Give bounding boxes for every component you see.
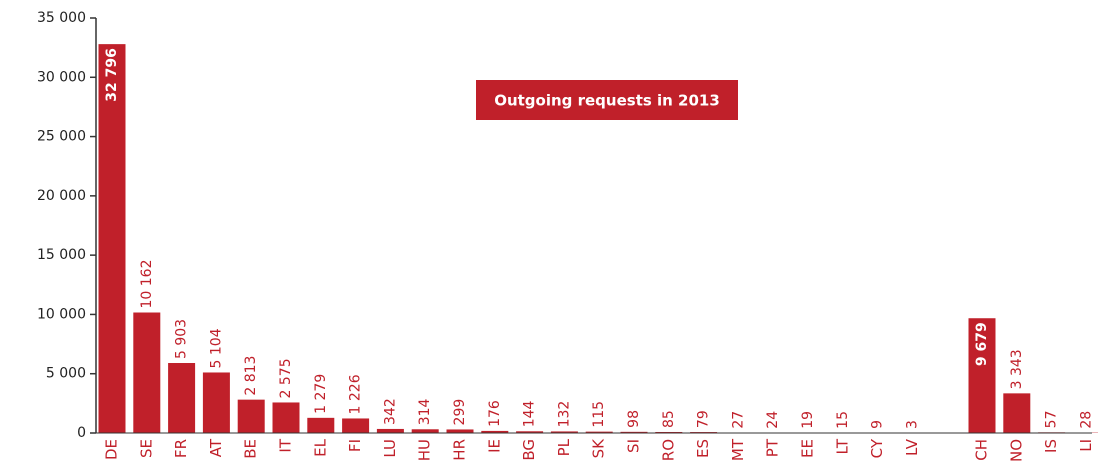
bar bbox=[307, 417, 335, 433]
x-tick-label: LI bbox=[1077, 439, 1095, 452]
x-tick-label: CH bbox=[973, 439, 991, 461]
bar bbox=[411, 429, 439, 433]
y-tick-label: 20 000 bbox=[37, 188, 86, 204]
x-tick-label: RO bbox=[659, 439, 677, 461]
value-label: 342 bbox=[382, 398, 398, 425]
value-label: 57 bbox=[1044, 410, 1060, 428]
value-label: 132 bbox=[556, 401, 572, 428]
bar bbox=[516, 431, 544, 433]
value-label: 9 679 bbox=[974, 322, 990, 366]
bar bbox=[202, 372, 230, 433]
value-label: 10 162 bbox=[139, 260, 155, 309]
title-box bbox=[476, 80, 738, 120]
value-label: 2 813 bbox=[243, 356, 259, 396]
x-tick-label: MT bbox=[729, 438, 747, 461]
x-tick-label: FR bbox=[172, 439, 190, 458]
value-label: 98 bbox=[626, 410, 642, 428]
x-tick-label: HR bbox=[451, 439, 469, 461]
value-label: 176 bbox=[487, 400, 503, 427]
x-tick-label: AT bbox=[207, 438, 225, 457]
bar bbox=[655, 431, 683, 433]
x-tick-label: LT bbox=[833, 438, 851, 454]
bar bbox=[342, 418, 370, 433]
value-label: 3 bbox=[904, 420, 920, 429]
bar bbox=[968, 318, 996, 433]
value-label: 314 bbox=[417, 398, 433, 425]
x-tick-label: HU bbox=[416, 439, 434, 461]
bar bbox=[272, 402, 300, 433]
x-tick-label: PT bbox=[764, 438, 782, 457]
value-label: 32 796 bbox=[104, 48, 120, 102]
x-tick-label: SK bbox=[590, 438, 608, 459]
value-label: 2 575 bbox=[278, 358, 294, 398]
y-tick-label: 30 000 bbox=[37, 69, 86, 85]
x-tick-label: SE bbox=[137, 439, 155, 458]
value-label: 1 226 bbox=[348, 374, 364, 414]
x-tick-label: EL bbox=[311, 438, 329, 456]
x-tick-label: NO bbox=[1007, 439, 1025, 462]
x-tick-label: PL bbox=[555, 438, 573, 456]
x-tick-label: LU bbox=[381, 439, 399, 458]
x-tick-label: EE bbox=[799, 439, 817, 458]
bar bbox=[98, 44, 126, 433]
bar bbox=[620, 431, 648, 433]
bar bbox=[585, 431, 613, 433]
x-tick-label: CY bbox=[868, 438, 886, 458]
y-tick-label: 5 000 bbox=[46, 366, 86, 382]
x-tick-label: BG bbox=[520, 439, 538, 461]
bar bbox=[1003, 393, 1031, 433]
value-label: 9 bbox=[870, 420, 886, 429]
value-label: 3 343 bbox=[1009, 349, 1025, 389]
value-label: 27 bbox=[730, 411, 746, 429]
value-label: 19 bbox=[800, 411, 816, 429]
x-tick-label: SI bbox=[625, 439, 643, 453]
y-tick-label: 10 000 bbox=[37, 306, 86, 322]
chart-title: Outgoing requests in 2013 bbox=[494, 92, 720, 110]
x-tick-label: IS bbox=[1042, 439, 1060, 453]
value-label: 115 bbox=[591, 401, 607, 428]
value-label: 5 104 bbox=[208, 328, 224, 368]
x-tick-label: LV bbox=[903, 438, 921, 456]
value-label: 79 bbox=[696, 410, 712, 428]
x-tick-label: IT bbox=[277, 438, 295, 452]
y-tick-label: 0 bbox=[77, 425, 86, 441]
x-tick-label: DE bbox=[103, 439, 121, 460]
value-label: 15 bbox=[835, 411, 851, 429]
bar bbox=[237, 399, 265, 433]
value-label: 1 279 bbox=[313, 374, 329, 414]
bar bbox=[376, 428, 404, 433]
value-label: 144 bbox=[522, 400, 538, 427]
value-label: 299 bbox=[452, 399, 468, 426]
y-tick-label: 25 000 bbox=[37, 129, 86, 145]
x-tick-label: ES bbox=[694, 439, 712, 458]
x-tick-label: IE bbox=[485, 439, 503, 453]
x-tick-label: BE bbox=[242, 439, 260, 459]
value-label: 24 bbox=[765, 411, 781, 429]
y-tick-label: 15 000 bbox=[37, 247, 86, 263]
y-tick-label: 35 000 bbox=[37, 10, 86, 26]
bar bbox=[446, 429, 474, 433]
value-label: 85 bbox=[661, 410, 677, 428]
value-label: 28 bbox=[1078, 411, 1094, 429]
x-tick-label: FI bbox=[346, 439, 364, 452]
bar bbox=[550, 431, 578, 433]
bar bbox=[481, 430, 509, 433]
value-label: 5 903 bbox=[174, 319, 190, 359]
bar bbox=[168, 363, 196, 433]
bar bbox=[133, 312, 161, 433]
